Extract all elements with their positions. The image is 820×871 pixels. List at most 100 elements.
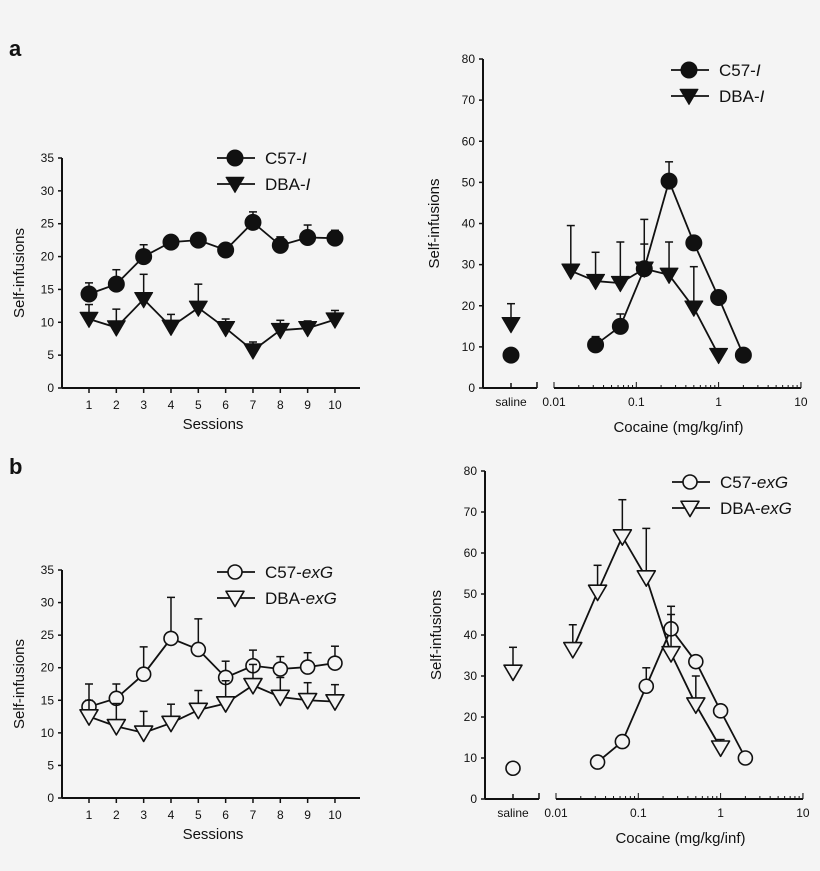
series-dba-exg	[503, 498, 731, 758]
chart-panel-2: 0 10 20 30 40 50 60 70 80 Self-infusions saline 0.0…	[426, 52, 808, 436]
legend-label: DBA-exG	[265, 589, 337, 608]
legend-entry: C57-I	[671, 61, 761, 80]
x-tick-label: 7	[250, 808, 257, 822]
legend-label: C57-I	[719, 61, 761, 80]
data-point	[712, 703, 729, 719]
data-point	[106, 718, 127, 736]
y-tick-label: 10	[41, 315, 55, 329]
y-tick-label: 25	[41, 628, 55, 642]
x-tick-label: 10	[328, 398, 342, 412]
data-point	[685, 234, 703, 252]
y-tick-label: 20	[41, 250, 55, 264]
x-axis-label: Sessions	[183, 416, 244, 433]
data-point	[299, 229, 317, 247]
data-point	[135, 248, 153, 266]
data-point	[660, 172, 678, 190]
legend-entry: C57-I	[217, 149, 307, 168]
data-point	[737, 750, 754, 766]
legend-label: C57-I	[265, 149, 307, 168]
series-c57-i	[502, 161, 752, 364]
series-c57-i	[80, 211, 344, 303]
legend-entry: DBA-I	[217, 175, 311, 194]
x-tick-label: 8	[277, 398, 284, 412]
data-point	[79, 709, 99, 726]
x-tick-label: 0.1	[630, 806, 647, 820]
y-tick-label: 35	[41, 151, 55, 165]
y-tick-label: 70	[462, 93, 476, 107]
legend-marker	[680, 500, 700, 518]
data-point	[587, 336, 605, 354]
y-tick-label: 80	[462, 52, 476, 66]
data-point	[188, 702, 209, 720]
y-tick-label: 15	[41, 693, 55, 707]
data-point	[326, 229, 344, 247]
series-line	[88, 637, 336, 708]
chart-panel-4: 0 10 20 30 40 50 60 70 80 Self-infusions saline 0.0…	[428, 464, 810, 847]
data-point	[661, 645, 681, 663]
y-tick-label: 60	[464, 546, 478, 560]
data-point	[587, 584, 608, 602]
y-axis-label: Self-infusions	[428, 590, 445, 680]
series-line	[88, 221, 335, 295]
y-tick-label: 70	[464, 505, 478, 519]
x-tick-label-saline: saline	[495, 395, 527, 409]
y-tick-label: 20	[464, 710, 478, 724]
x-tick-label: 1	[715, 395, 722, 409]
data-point	[612, 529, 633, 546]
chart-panel-1: 0 5 10 15 20 25 30 35 Self-infusions 1 2 3 4 5 6 7 8 9 10 S…	[11, 149, 360, 433]
data-point	[710, 289, 728, 307]
data-point	[188, 300, 208, 317]
x-tick-label: 10	[796, 806, 810, 820]
data-point	[325, 694, 345, 711]
x-tick-label: 8	[277, 808, 284, 822]
data-point	[299, 659, 316, 675]
x-tick-label: 1	[86, 398, 93, 412]
y-tick-label: 0	[47, 791, 54, 805]
data-point	[79, 311, 99, 329]
data-point	[636, 570, 657, 587]
x-tick-label: 5	[195, 398, 202, 412]
data-point	[686, 697, 706, 715]
x-tick-label: 5	[195, 808, 202, 822]
y-axis-label: Self-infusions	[11, 639, 28, 729]
x-tick-label: 0.01	[544, 806, 568, 820]
data-point	[589, 754, 606, 770]
series-c57-exg	[505, 605, 754, 777]
data-point	[562, 641, 583, 659]
legend-entry: C57-exG	[672, 473, 788, 492]
data-point	[270, 322, 290, 340]
data-point	[638, 678, 655, 695]
y-tick-label: 0	[468, 381, 475, 395]
data-point	[586, 273, 606, 291]
data-point	[270, 689, 291, 707]
x-tick-label: 9	[304, 398, 311, 412]
y-axis-label: Self-infusions	[11, 228, 28, 318]
data-point	[106, 320, 126, 337]
y-tick-label: 50	[462, 175, 476, 189]
data-point	[272, 661, 289, 677]
x-tick-label: 3	[140, 808, 147, 822]
x-tick-label: 4	[168, 398, 175, 412]
y-tick-label: 25	[41, 217, 55, 231]
x-tick-label: 10	[794, 395, 808, 409]
data-point	[161, 319, 181, 336]
panel-label-b: b	[9, 454, 22, 479]
data-point	[80, 285, 98, 303]
y-tick-label: 20	[462, 299, 476, 313]
x-tick-label: 4	[168, 808, 175, 822]
data-point	[611, 317, 629, 335]
legend-label: DBA-I	[719, 87, 765, 106]
data-point	[684, 300, 704, 317]
series-dba-exg	[79, 663, 345, 743]
series-dba-i	[79, 273, 345, 360]
x-tick-label: 2	[113, 398, 120, 412]
y-tick-label: 35	[41, 563, 55, 577]
data-point	[161, 715, 181, 733]
x-tick-label: 1	[86, 808, 93, 822]
data-point	[215, 695, 236, 713]
data-point	[710, 740, 731, 758]
x-tick-label: 0.1	[628, 395, 645, 409]
y-tick-label: 80	[464, 464, 478, 478]
data-point	[271, 236, 289, 254]
